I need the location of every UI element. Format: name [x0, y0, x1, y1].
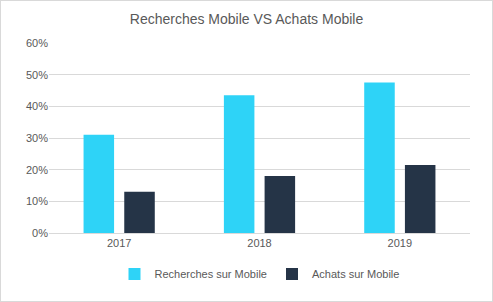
svg-text:20%: 20%: [26, 164, 48, 176]
svg-text:10%: 10%: [26, 195, 48, 207]
svg-text:30%: 30%: [26, 132, 48, 144]
svg-text:2018: 2018: [247, 237, 271, 249]
svg-text:50%: 50%: [26, 69, 48, 81]
svg-text:0%: 0%: [32, 227, 48, 239]
svg-text:Recherches sur Mobile: Recherches sur Mobile: [155, 268, 268, 280]
svg-text:2019: 2019: [388, 237, 412, 249]
svg-text:Recherches Mobile VS Achats Mo: Recherches Mobile VS Achats Mobile: [130, 11, 364, 27]
svg-text:60%: 60%: [26, 37, 48, 49]
svg-text:40%: 40%: [26, 100, 48, 112]
svg-text:Achats sur Mobile: Achats sur Mobile: [312, 268, 399, 280]
svg-text:2017: 2017: [107, 237, 131, 249]
